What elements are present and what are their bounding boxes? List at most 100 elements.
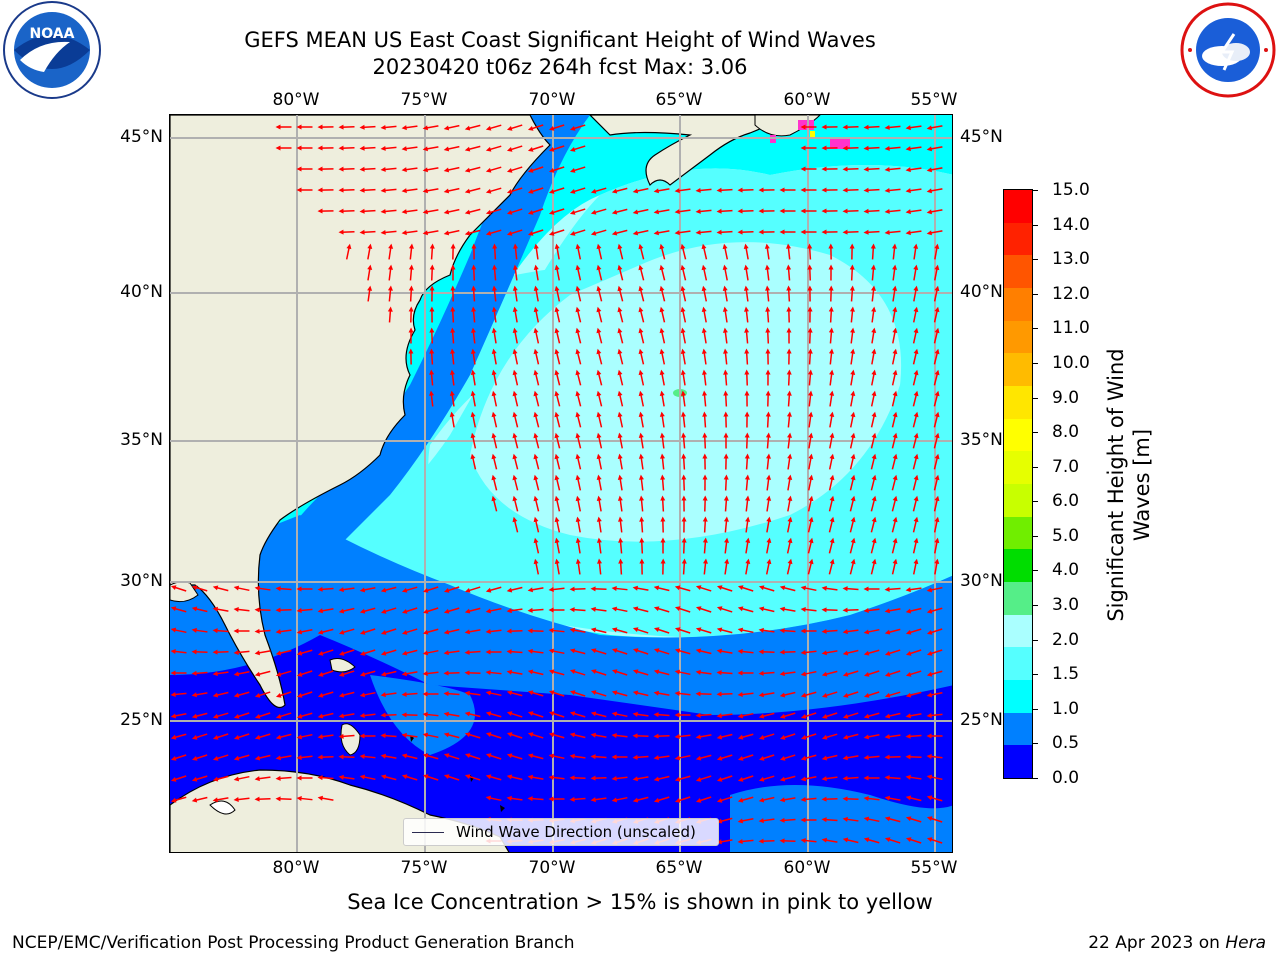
wave-direction-arrow: [635, 776, 649, 780]
wave-direction-arrow: [551, 649, 565, 655]
lat-label-right: 45°N: [960, 127, 1003, 147]
wave-direction-arrow: [677, 734, 691, 738]
wave-direction-arrowhead: [296, 187, 302, 193]
wave-direction-arrowhead: [464, 608, 471, 614]
wave-direction-arrow: [534, 561, 540, 575]
wave-direction-arrow: [807, 561, 813, 575]
wave-direction-arrowhead: [716, 648, 722, 654]
wave-direction-arrow: [635, 208, 649, 214]
wave-direction-arrowhead: [660, 495, 666, 501]
wave-direction-arrow: [870, 456, 876, 470]
wave-direction-arrowhead: [863, 208, 869, 214]
wave-direction-arrowhead: [724, 537, 730, 543]
wave-direction-arrowhead: [491, 474, 497, 481]
wave-direction-arrow: [719, 796, 733, 802]
wave-direction-arrowhead: [779, 585, 786, 591]
wave-direction-arrowhead: [590, 669, 597, 674]
colorbar-tick-label: 5.0: [1052, 525, 1080, 546]
wave-direction-arrowhead: [737, 713, 744, 719]
wave-direction-arrow: [887, 649, 901, 655]
wave-direction-arrowhead: [380, 753, 386, 759]
wave-direction-arrow: [703, 309, 707, 323]
wave-direction-arrowhead: [829, 537, 835, 544]
wave-direction-arrowhead: [892, 306, 898, 312]
wave-direction-arrow: [887, 776, 901, 780]
wave-direction-arrowhead: [653, 712, 659, 718]
wave-direction-arrow: [404, 230, 418, 234]
wave-direction-arrowhead: [905, 795, 912, 801]
wave-direction-arrowhead: [401, 691, 407, 697]
wave-direction-arrowhead: [575, 432, 581, 439]
wave-direction-arrow: [746, 372, 748, 386]
wave-direction-arrow: [572, 649, 586, 655]
wave-direction-arrowhead: [850, 495, 856, 502]
wave-direction-arrowhead: [590, 775, 596, 781]
wave-direction-arrowhead: [450, 327, 456, 333]
wave-direction-arrow: [278, 691, 292, 697]
wave-direction-arrowhead: [842, 166, 848, 172]
wave-direction-arrowhead: [464, 649, 470, 655]
wave-direction-arrowhead: [317, 145, 323, 151]
wave-direction-arrowhead: [800, 713, 807, 719]
wave-direction-arrowhead: [596, 306, 602, 313]
wave-direction-arrow: [215, 608, 229, 612]
colorbar-tick-label: 8.0: [1052, 422, 1080, 443]
wave-direction-arrow: [383, 775, 397, 781]
wave-direction-arrowhead: [695, 585, 702, 591]
wave-direction-arrowhead: [800, 607, 806, 613]
wave-direction-arrow: [635, 229, 649, 235]
wave-direction-arrowhead: [905, 774, 911, 780]
wave-direction-arrowhead: [485, 188, 492, 194]
wave-direction-arrowhead: [527, 587, 534, 593]
wave-direction-arrow: [551, 587, 565, 591]
wave-direction-arrowhead: [821, 734, 828, 740]
wave-direction-arrow: [619, 477, 623, 491]
wave-direction-arrowhead: [926, 146, 933, 152]
wave-direction-arrow: [509, 650, 523, 654]
wave-direction-arrowhead: [842, 187, 848, 193]
wave-direction-arrowhead: [533, 516, 539, 523]
wave-direction-arrow: [278, 755, 292, 759]
wave-direction-arrow: [887, 230, 901, 234]
wave-direction-arrow: [803, 670, 817, 676]
wave-direction-arrowhead: [758, 818, 764, 824]
wave-direction-arrow: [740, 628, 754, 634]
wave-direction-arrowhead: [863, 713, 870, 719]
colorbar-segment: [1004, 516, 1032, 550]
wave-direction-arrow: [425, 754, 439, 760]
wave-direction-arrowhead: [275, 755, 282, 761]
wave-direction-arrow: [887, 797, 901, 801]
wave-direction-arrowhead: [233, 734, 240, 740]
wave-direction-arrow: [194, 586, 208, 592]
wave-direction-arrowhead: [787, 453, 793, 459]
wave-direction-arrowhead: [450, 285, 456, 291]
wave-direction-arrowhead: [800, 208, 806, 214]
wave-direction-arrowhead: [870, 243, 876, 249]
wave-direction-arrow: [509, 691, 523, 697]
wave-direction-arrowhead: [842, 145, 848, 151]
wave-direction-arrowhead: [569, 167, 576, 173]
wave-direction-arrowhead: [871, 348, 877, 355]
wave-direction-arrow: [446, 733, 460, 739]
wave-direction-arrowhead: [317, 672, 324, 677]
lon-label-bottom: 60°W: [783, 858, 831, 878]
wave-direction-arrowhead: [934, 306, 940, 313]
legend-line-icon: [412, 831, 444, 833]
wave-direction-arrowhead: [443, 670, 449, 676]
wave-direction-arrow: [278, 587, 292, 591]
wave-direction-arrowhead: [429, 264, 435, 270]
wave-direction-arrow: [766, 309, 770, 323]
wave-direction-arrow: [492, 435, 498, 449]
wave-direction-arrow: [809, 267, 811, 281]
wave-direction-arrowhead: [485, 629, 491, 634]
wave-direction-arrow: [891, 414, 897, 428]
wave-direction-arrowhead: [807, 369, 813, 375]
wave-direction-arrow: [534, 435, 540, 449]
wave-direction-arrow: [534, 309, 540, 323]
wave-direction-arrow: [614, 628, 628, 634]
wave-direction-arrowhead: [884, 145, 890, 151]
wave-direction-arrowhead: [632, 585, 638, 591]
wave-direction-arrow: [740, 796, 754, 802]
wave-direction-arrowhead: [787, 432, 793, 438]
wave-direction-arrow: [845, 587, 859, 591]
